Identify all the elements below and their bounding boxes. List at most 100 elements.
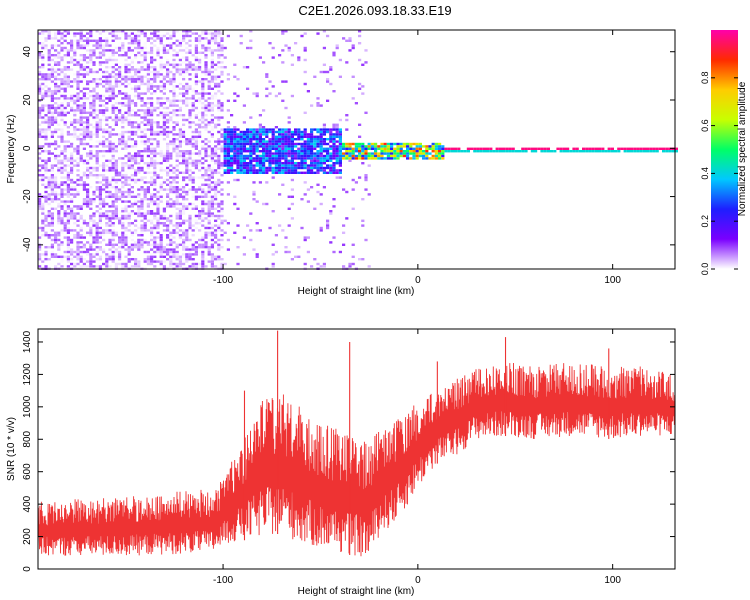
- heatmap-cell: [185, 97, 189, 100]
- heatmap-cell: [217, 106, 221, 110]
- heatmap-cell: [329, 82, 333, 86]
- heatmap-cell: [185, 169, 189, 172]
- heatmap-cell: [265, 157, 269, 160]
- heatmap-cell: [166, 154, 170, 158]
- heatmap-cell: [348, 159, 352, 162]
- heatmap-cell: [86, 260, 90, 263]
- heatmap-cell: [153, 32, 157, 35]
- heatmap-cell: [118, 102, 122, 105]
- heatmap-cell: [329, 147, 333, 150]
- heatmap-cell: [169, 188, 173, 191]
- heatmap-cell: [76, 236, 80, 239]
- heatmap-cell: [201, 121, 205, 124]
- heatmap-cell: [140, 128, 144, 131]
- heatmap-cell: [102, 39, 106, 42]
- heatmap-cell: [156, 114, 160, 117]
- heatmap-cell: [217, 37, 221, 40]
- heatmap-cell: [169, 186, 173, 189]
- heatmap-cell: [66, 195, 70, 198]
- heatmap-cell: [281, 30, 285, 33]
- heatmap-cell: [54, 68, 58, 71]
- heatmap-cell: [153, 154, 157, 158]
- heatmap-cell: [326, 142, 330, 146]
- heatmap-cell: [124, 92, 128, 95]
- heatmap-cell: [127, 97, 131, 100]
- heatmap-cell: [284, 154, 288, 158]
- heatmap-cell: [226, 145, 230, 148]
- heatmap-cell: [137, 188, 141, 191]
- heatmap-cell: [182, 231, 186, 234]
- heatmap-cell: [198, 118, 202, 122]
- heatmap-cell: [127, 193, 131, 196]
- heatmap-cell: [182, 133, 186, 136]
- heatmap-cell: [198, 66, 202, 69]
- heatmap-cell: [156, 85, 160, 88]
- heatmap-cell: [79, 246, 83, 249]
- heatmap-cell: [95, 229, 99, 232]
- heatmap-cell: [111, 166, 115, 170]
- heatmap-cell: [70, 166, 74, 170]
- heatmap-cell: [66, 30, 70, 33]
- heatmap-cell: [73, 138, 77, 141]
- heatmap-cell: [82, 236, 86, 239]
- heatmap-cell: [150, 258, 154, 261]
- heatmap-cell: [194, 32, 198, 35]
- heatmap-cell: [44, 217, 48, 220]
- heatmap-cell: [121, 200, 125, 203]
- heatmap-cell: [150, 255, 154, 258]
- heatmap-cell: [246, 166, 250, 170]
- heatmap-cell: [319, 166, 323, 170]
- heatmap-cell: [156, 219, 160, 222]
- heatmap-cell: [191, 162, 195, 165]
- heatmap-cell: [118, 30, 122, 33]
- heatmap-cell: [63, 181, 67, 184]
- heatmap-cell: [191, 207, 195, 210]
- heatmap-cells: [38, 30, 678, 270]
- heatmap-cell: [140, 166, 144, 170]
- heatmap-cell: [105, 202, 109, 206]
- heatmap-cell: [239, 138, 243, 141]
- heatmap-cell: [92, 109, 96, 112]
- heatmap-cell: [121, 217, 125, 220]
- heatmap-cell: [82, 78, 86, 81]
- heatmap-cell: [82, 135, 86, 138]
- heatmap-cell: [159, 234, 163, 237]
- heatmap-cell: [137, 97, 141, 100]
- heatmap-cell: [278, 169, 282, 172]
- heatmap-cell: [102, 99, 106, 102]
- heatmap-cell: [108, 166, 112, 170]
- heatmap-cell: [82, 58, 86, 62]
- heatmap-cell: [159, 104, 163, 107]
- heatmap-cell: [370, 147, 374, 150]
- heatmap-cell: [636, 147, 640, 150]
- heatmap-cell: [278, 138, 282, 141]
- heatmap-cell: [364, 174, 368, 177]
- heatmap-cell: [82, 75, 86, 78]
- heatmap-cell: [194, 222, 198, 225]
- heatmap-cell: [73, 262, 77, 266]
- snr-y-tick-label: 1200: [22, 363, 33, 386]
- heatmap-cell: [86, 198, 90, 201]
- heatmap-cell: [338, 147, 342, 150]
- heatmap-cell: [201, 44, 205, 47]
- heatmap-cell: [63, 214, 67, 218]
- heatmap-cell: [201, 147, 205, 150]
- heatmap-cell: [191, 265, 195, 268]
- heatmap-cell: [223, 162, 227, 165]
- heatmap-cell: [44, 44, 48, 47]
- heatmap-cell: [226, 171, 230, 174]
- heatmap-cell: [335, 171, 339, 174]
- heatmap-cell: [98, 118, 102, 122]
- heatmap-cell: [217, 142, 221, 146]
- heatmap-cell: [220, 202, 224, 206]
- heatmap-cell: [191, 97, 195, 100]
- heatmap-cell: [255, 94, 259, 98]
- heatmap-cell: [220, 246, 224, 249]
- heatmap-cell: [194, 142, 198, 146]
- heatmap-cell: [143, 114, 147, 117]
- heatmap-cell: [127, 248, 131, 251]
- heatmap-cell: [169, 248, 173, 251]
- heatmap-cell: [233, 202, 237, 206]
- heatmap-cell: [50, 200, 54, 203]
- colorbar-tick-label: 0.2: [700, 215, 710, 228]
